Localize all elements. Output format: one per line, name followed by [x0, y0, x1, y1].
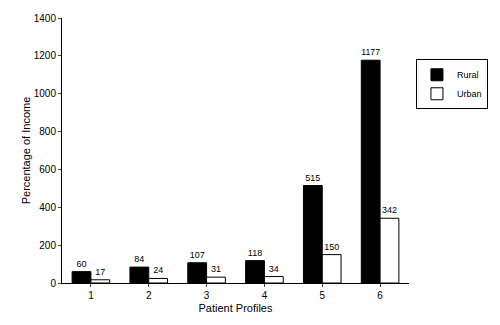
svg-text:84: 84: [134, 254, 144, 264]
svg-text:1: 1: [88, 290, 94, 301]
svg-text:Rural: Rural: [457, 70, 479, 80]
svg-text:342: 342: [382, 205, 397, 215]
svg-text:Patient Profiles: Patient Profiles: [199, 302, 273, 314]
svg-text:1177: 1177: [361, 47, 380, 57]
svg-text:118: 118: [248, 248, 262, 258]
svg-text:1000: 1000: [34, 88, 57, 99]
svg-text:2: 2: [146, 290, 152, 301]
svg-text:Percentage of Income: Percentage of Income: [20, 97, 32, 205]
svg-text:0: 0: [50, 278, 56, 289]
svg-text:515: 515: [305, 173, 320, 183]
svg-text:Urban: Urban: [457, 89, 482, 99]
svg-text:3: 3: [204, 290, 210, 301]
svg-text:800: 800: [39, 126, 56, 137]
svg-text:5: 5: [319, 290, 325, 301]
svg-text:107: 107: [190, 250, 205, 260]
svg-text:400: 400: [39, 202, 56, 213]
svg-text:34: 34: [269, 264, 279, 274]
svg-text:17: 17: [95, 267, 105, 277]
svg-text:600: 600: [39, 164, 56, 175]
svg-text:60: 60: [77, 259, 87, 269]
svg-text:6: 6: [377, 290, 383, 301]
svg-text:31: 31: [211, 264, 221, 274]
svg-text:1400: 1400: [34, 13, 57, 24]
svg-text:4: 4: [262, 290, 268, 301]
svg-text:150: 150: [324, 242, 339, 252]
svg-text:200: 200: [39, 240, 56, 251]
svg-text:1200: 1200: [34, 50, 57, 61]
svg-text:24: 24: [153, 265, 163, 275]
